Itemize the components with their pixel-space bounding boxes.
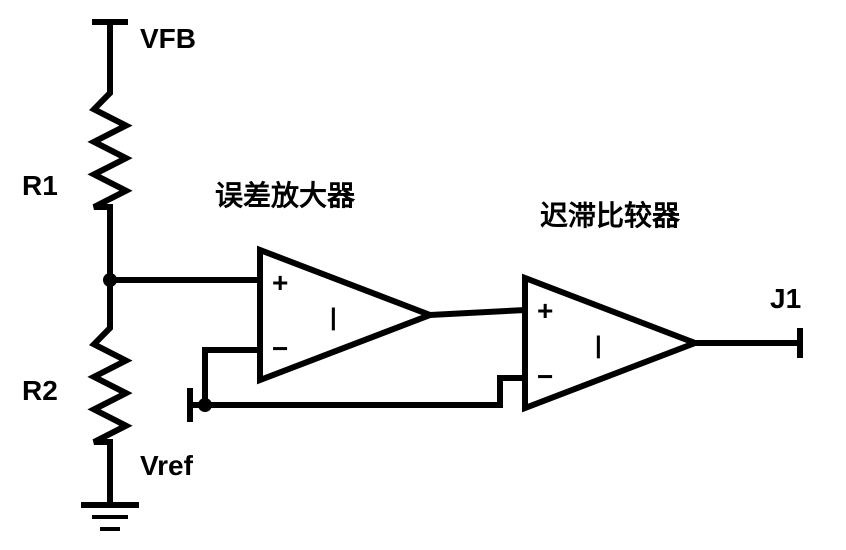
circuit-diagram: VFB R1 R2 + − | 误差放大器 Vref + − | 迟滞比较器 J… bbox=[0, 0, 846, 550]
label-amp1: 误差放大器 bbox=[215, 179, 356, 211]
label-out: J1 bbox=[770, 283, 801, 314]
label-amp2: 迟滞比较器 bbox=[540, 199, 681, 231]
resistor-r1 bbox=[94, 85, 126, 280]
label-r2: R2 bbox=[22, 375, 58, 406]
resistor-r2 bbox=[94, 320, 126, 505]
label-vfb: VFB bbox=[140, 23, 196, 54]
label-r1: R1 bbox=[22, 170, 58, 201]
wire-amp1-out bbox=[430, 310, 525, 315]
amp2-plus: + bbox=[537, 295, 553, 326]
amp2-bar: | bbox=[595, 332, 602, 359]
amp1-plus: + bbox=[272, 267, 288, 298]
amp1-minus: − bbox=[272, 333, 288, 364]
label-vref: Vref bbox=[140, 450, 194, 481]
amp1-bar: | bbox=[330, 304, 337, 331]
amp2-minus: − bbox=[537, 361, 553, 392]
